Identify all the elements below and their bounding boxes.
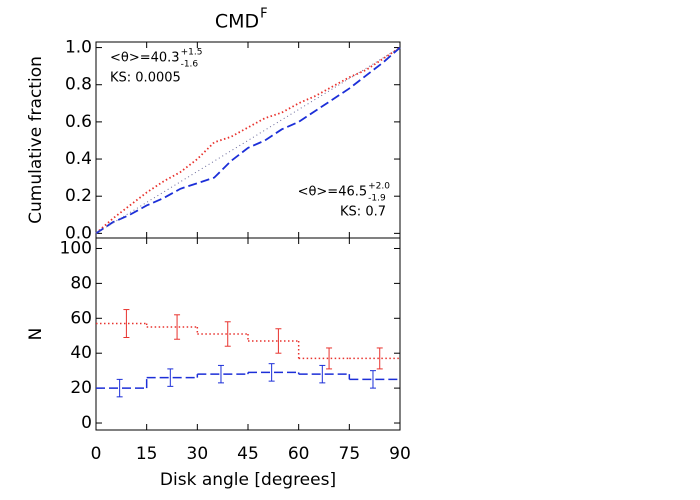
x-tick-label: 60 bbox=[288, 444, 310, 464]
annotation-sup: +1.5 bbox=[181, 48, 203, 58]
annotation-text: <θ>=40.3 bbox=[110, 51, 180, 66]
chart-title-sup: F bbox=[260, 7, 267, 22]
y-tick-label: 0.0 bbox=[65, 223, 92, 243]
x-tick-label: 15 bbox=[136, 444, 158, 464]
y-tick-label: 0 bbox=[81, 413, 92, 433]
annotation-sub: -1.6 bbox=[181, 60, 199, 70]
y-tick-label: 1.0 bbox=[65, 38, 92, 58]
annotation-sup: +2.0 bbox=[368, 182, 390, 192]
annotation-sub: -1.9 bbox=[368, 194, 386, 204]
x-tick-label: 0 bbox=[91, 444, 102, 464]
y-tick-label: 40 bbox=[70, 343, 92, 363]
y-tick-label: 0.4 bbox=[65, 149, 92, 169]
x-axis-label: Disk angle [degrees] bbox=[160, 470, 336, 490]
annotation-ks: KS: 0.0005 bbox=[110, 71, 181, 86]
x-tick-label: 30 bbox=[187, 444, 209, 464]
y-tick-label: 100 bbox=[60, 238, 92, 258]
line-series bbox=[95, 46, 401, 235]
y-axis-label: N bbox=[26, 328, 46, 341]
y-tick-label: 80 bbox=[70, 273, 92, 293]
x-tick-label: 45 bbox=[237, 444, 259, 464]
x-tick-label: 90 bbox=[389, 444, 411, 464]
chart-title: CMD bbox=[215, 11, 259, 33]
line-series bbox=[95, 47, 401, 234]
y-axis-label: Cumulative fraction bbox=[26, 56, 46, 224]
y-tick-label: 20 bbox=[70, 378, 92, 398]
y-tick-label: 0.8 bbox=[65, 75, 92, 95]
y-tick-label: 0.6 bbox=[65, 112, 92, 132]
annotation-text: <θ>=46.5 bbox=[298, 185, 368, 200]
y-tick-label: 0.2 bbox=[65, 186, 92, 206]
y-tick-label: 60 bbox=[70, 308, 92, 328]
x-tick-label: 75 bbox=[339, 444, 361, 464]
annotation-ks: KS: 0.7 bbox=[340, 205, 386, 220]
line-series bbox=[95, 46, 401, 235]
